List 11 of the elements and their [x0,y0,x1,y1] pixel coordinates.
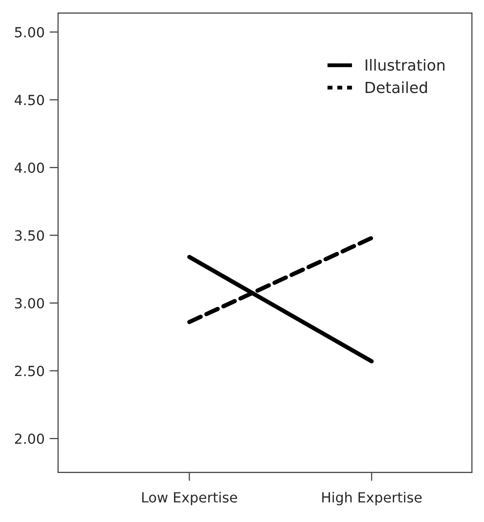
y-tick-label: 2.00 [14,434,44,444]
y-tick-label: 5.00 [15,26,44,38]
legend-label: Illustration [366,58,444,71]
legend-label: Detailed [366,81,427,94]
y-tick-label: 4.50 [14,94,44,106]
y-tick-label: 4.00 [14,162,44,173]
y-tick-label: 3.00 [15,298,44,309]
y-tick-label: 3.50 [15,230,44,241]
y-tick-label: 2.50 [14,366,44,376]
x-tick-label: High Expertise [322,492,422,506]
x-tick-label: Low Expertise [142,492,238,506]
